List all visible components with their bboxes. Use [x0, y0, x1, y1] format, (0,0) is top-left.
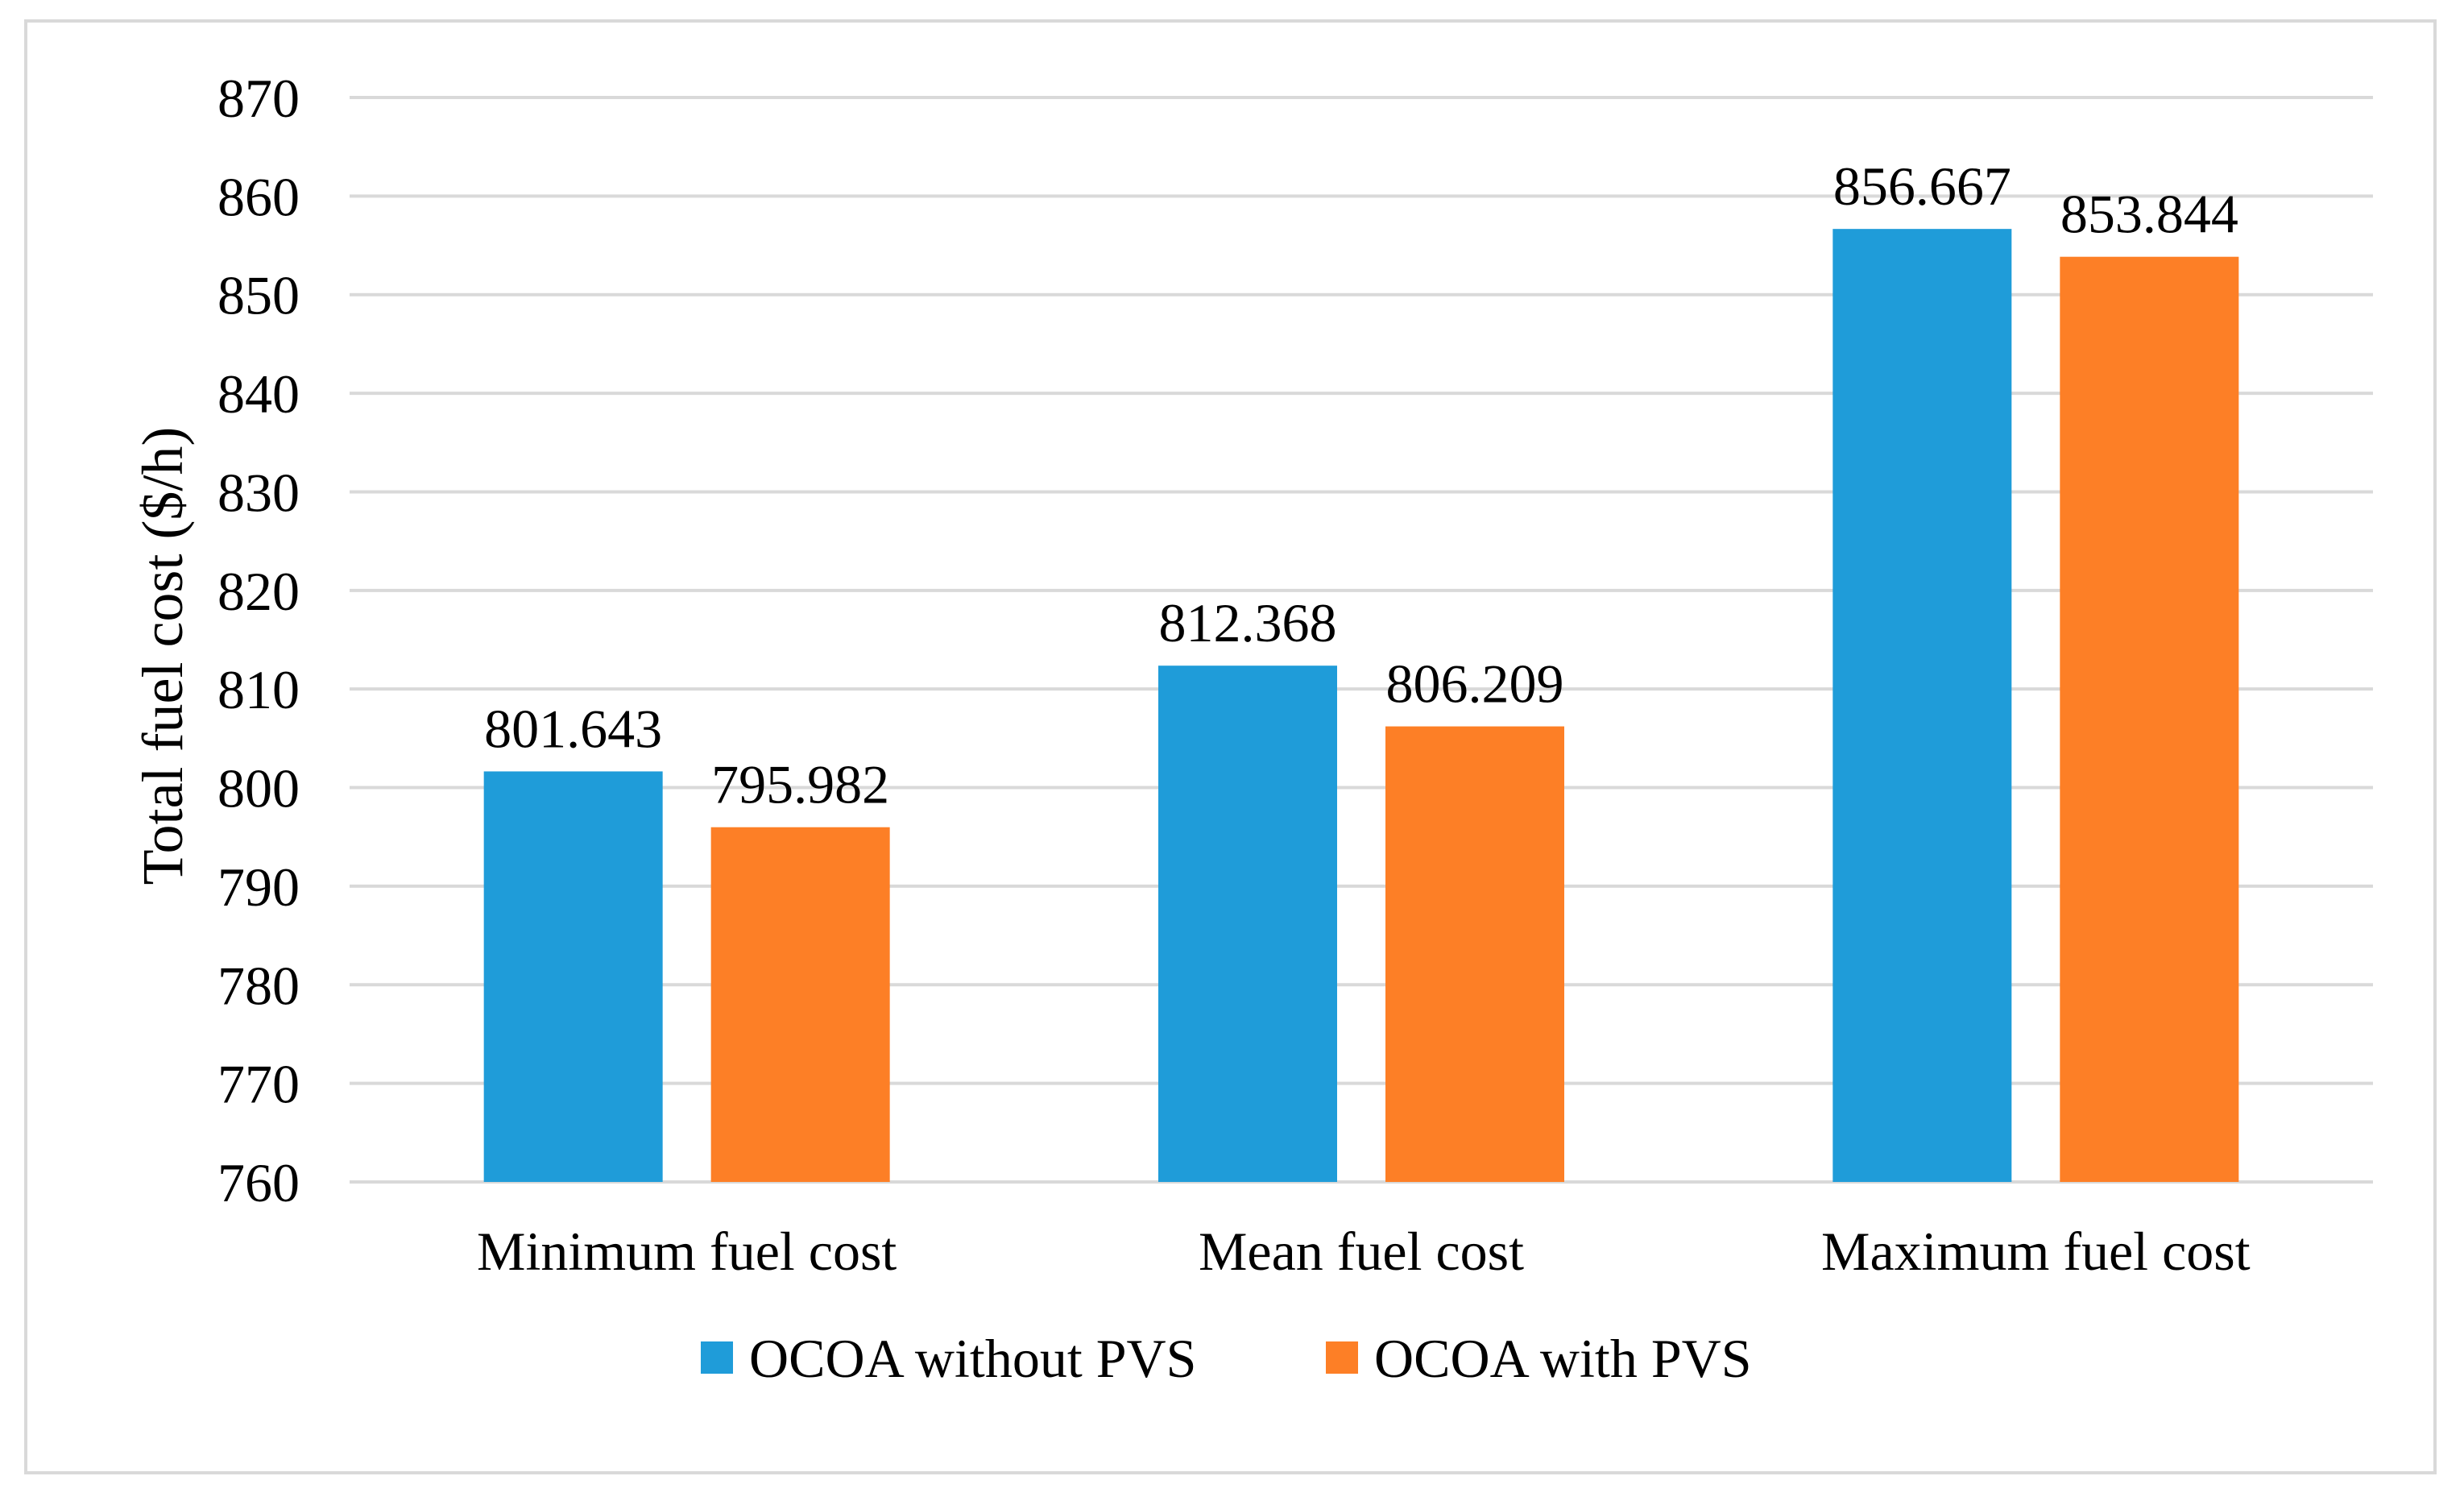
y-tick-label: 800	[217, 758, 300, 819]
x-category-label: Minimum fuel cost	[477, 1221, 897, 1282]
y-axis-ticks: 760 770 780 790 800 810 820 830 840 850 860 870	[217, 68, 300, 1213]
legend: OCOA without PVS OCOA with PVS	[701, 1328, 1752, 1389]
bar	[1832, 229, 2012, 1182]
bar-chart: 760 770 780 790 800 810 820 830 840 850 860 870 801…	[130, 68, 2373, 1389]
y-axis-title: Total fuel cost ($/h)	[130, 427, 195, 885]
y-tick-label: 830	[217, 462, 300, 523]
data-label: 856.667	[1833, 155, 2011, 217]
bar	[710, 827, 890, 1182]
y-tick-label: 780	[217, 955, 300, 1016]
bar	[1385, 726, 1564, 1182]
bar	[1158, 665, 1337, 1182]
y-tick-label: 810	[217, 659, 300, 720]
y-tick-label: 860	[217, 166, 300, 227]
y-tick-label: 790	[217, 856, 300, 918]
data-label: 853.844	[2060, 184, 2238, 245]
data-labels: 801.643 795.982 812.368 806.209 856.667 853.8…	[484, 155, 2238, 815]
legend-swatch	[1326, 1341, 1358, 1374]
chart-frame: 760 770 780 790 800 810 820 830 840 850 860 870 801…	[24, 19, 2437, 1474]
data-label: 812.368	[1159, 592, 1337, 653]
gridlines	[350, 96, 2373, 1184]
y-tick-label: 850	[217, 265, 300, 326]
y-tick-label: 770	[217, 1054, 300, 1115]
bar	[2060, 256, 2239, 1183]
y-tick-label: 760	[217, 1152, 300, 1213]
data-label: 795.982	[711, 754, 889, 815]
legend-label: OCOA without PVS	[749, 1328, 1196, 1389]
bars	[483, 229, 2239, 1183]
data-label: 806.209	[1386, 653, 1564, 715]
x-category-label: Maximum fuel cost	[1821, 1221, 2251, 1282]
x-category-label: Mean fuel cost	[1199, 1221, 1524, 1282]
bar	[483, 771, 663, 1182]
y-tick-label: 820	[217, 561, 300, 622]
y-tick-label: 840	[217, 363, 300, 425]
x-axis-categories: Minimum fuel cost Mean fuel cost Maximum f…	[477, 1221, 2251, 1282]
legend-label: OCOA with PVS	[1374, 1328, 1752, 1389]
y-tick-label: 870	[217, 68, 300, 129]
data-label: 801.643	[484, 698, 662, 759]
legend-swatch	[701, 1341, 733, 1374]
